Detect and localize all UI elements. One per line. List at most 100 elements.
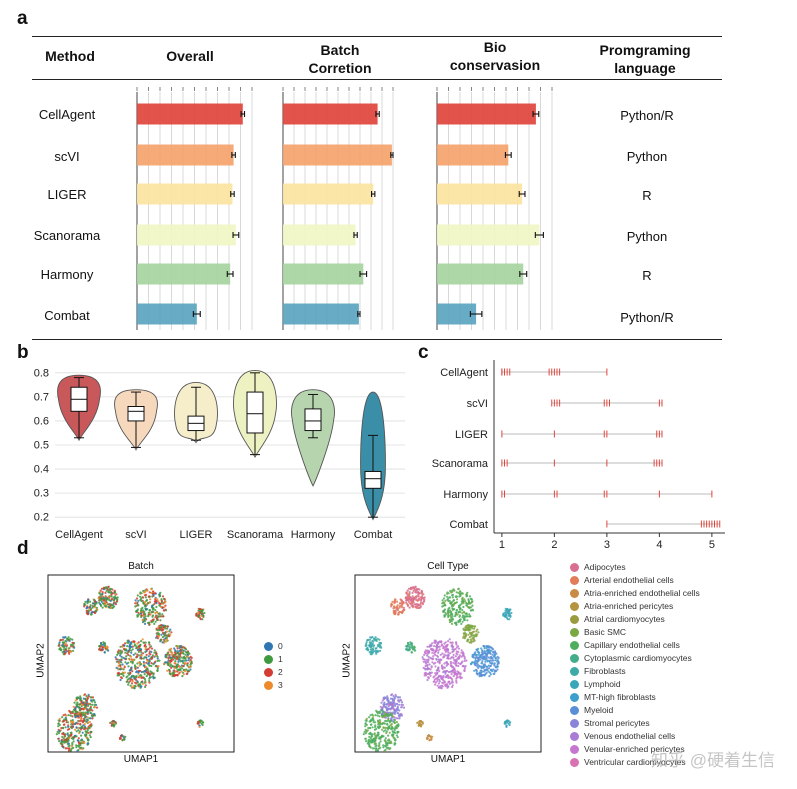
umap-point [72,721,75,724]
umap-point [147,670,150,674]
umap-point [113,589,116,592]
umap-point [80,728,83,731]
umap-point [383,704,386,707]
umap-point [115,658,118,661]
umap-point [70,745,74,748]
umap-point [426,678,429,682]
umap-point [104,595,107,598]
umap-point [129,642,132,645]
umap-point [389,701,392,704]
umap-point [80,708,83,711]
umap-point [472,640,475,643]
umap-point [165,638,168,641]
umap-point [504,615,507,618]
umap-point [510,611,513,615]
umap-point [188,652,191,655]
umap-point [107,595,110,599]
umap-point [122,736,125,739]
umap-point [146,667,149,670]
umap-point [69,714,72,717]
umap-point [153,651,156,654]
umap-point [374,721,377,724]
umap-point [417,720,420,723]
umap-point [147,615,150,618]
umap-point [137,684,140,687]
umap-point [103,642,106,645]
umap-point [396,604,399,607]
umap-point [75,746,78,749]
umap-point [467,633,470,636]
umap-point [169,665,172,668]
umap-point [385,720,388,723]
legend-dot-icon [570,667,579,677]
umap-point [505,725,508,729]
umap-point [408,606,411,609]
umap-point [368,716,371,719]
umap-point [427,655,430,658]
umap-point [107,605,110,608]
umap-point [405,645,408,648]
umap-point [148,623,151,626]
umap-point [82,713,85,717]
umap-point [378,641,381,644]
umap-point [164,609,168,612]
umap-point [68,652,71,655]
umap-point [170,660,173,663]
umap-point [108,598,111,602]
umap-point [81,741,84,744]
umap-point [452,661,455,664]
umap-point [459,590,462,593]
umap-point [135,647,138,650]
umap-point [131,648,134,651]
umap-point [70,723,73,726]
umap-point [148,664,151,667]
umap-point [82,701,85,704]
batch-legend-item: 0 [264,641,283,652]
legend-dot-icon [570,654,579,664]
umap-point [371,649,374,652]
row-label-scanorama: Scanorama [33,228,101,243]
umap-point [177,655,180,658]
x-tick-label: Harmony [291,529,336,541]
umap-point [464,634,467,638]
umap-point [142,596,145,599]
umap-point [156,598,159,601]
umap-point [187,659,190,662]
legend-dot-icon [570,602,579,612]
umap-point [161,641,164,644]
umap-point [393,697,396,700]
bar-liger [283,183,374,205]
umap-point [140,657,143,660]
umap-point [468,636,471,639]
umap-point [475,648,478,651]
umap-point [127,651,130,654]
umap-point [443,681,446,684]
umap-point [125,648,128,651]
umap-point [436,669,439,672]
umap-point [414,585,417,588]
umap-point [380,646,383,649]
umap-point [377,643,380,646]
x-tick-label: Combat [354,529,393,541]
umap-point [150,588,153,591]
celltype-legend-item: MT-high fibroblasts [570,692,656,703]
legend-dot-icon [264,642,273,652]
umap-point [392,731,395,734]
umap-point [417,595,420,598]
umap-point [107,585,110,588]
umap-point [158,613,161,616]
umap-point [161,628,164,631]
umap-point [393,711,396,714]
umap-point [409,596,413,599]
umap-point [147,655,150,658]
umap-point [474,663,477,667]
umap-point [127,640,131,643]
umap-point [122,648,125,651]
umap-point [74,735,77,738]
umap-point [465,594,468,597]
umap-point [174,649,177,652]
legend-dot-icon [570,758,579,768]
umap-point [491,648,495,651]
umap-point [102,586,106,589]
umap-point [369,648,372,651]
